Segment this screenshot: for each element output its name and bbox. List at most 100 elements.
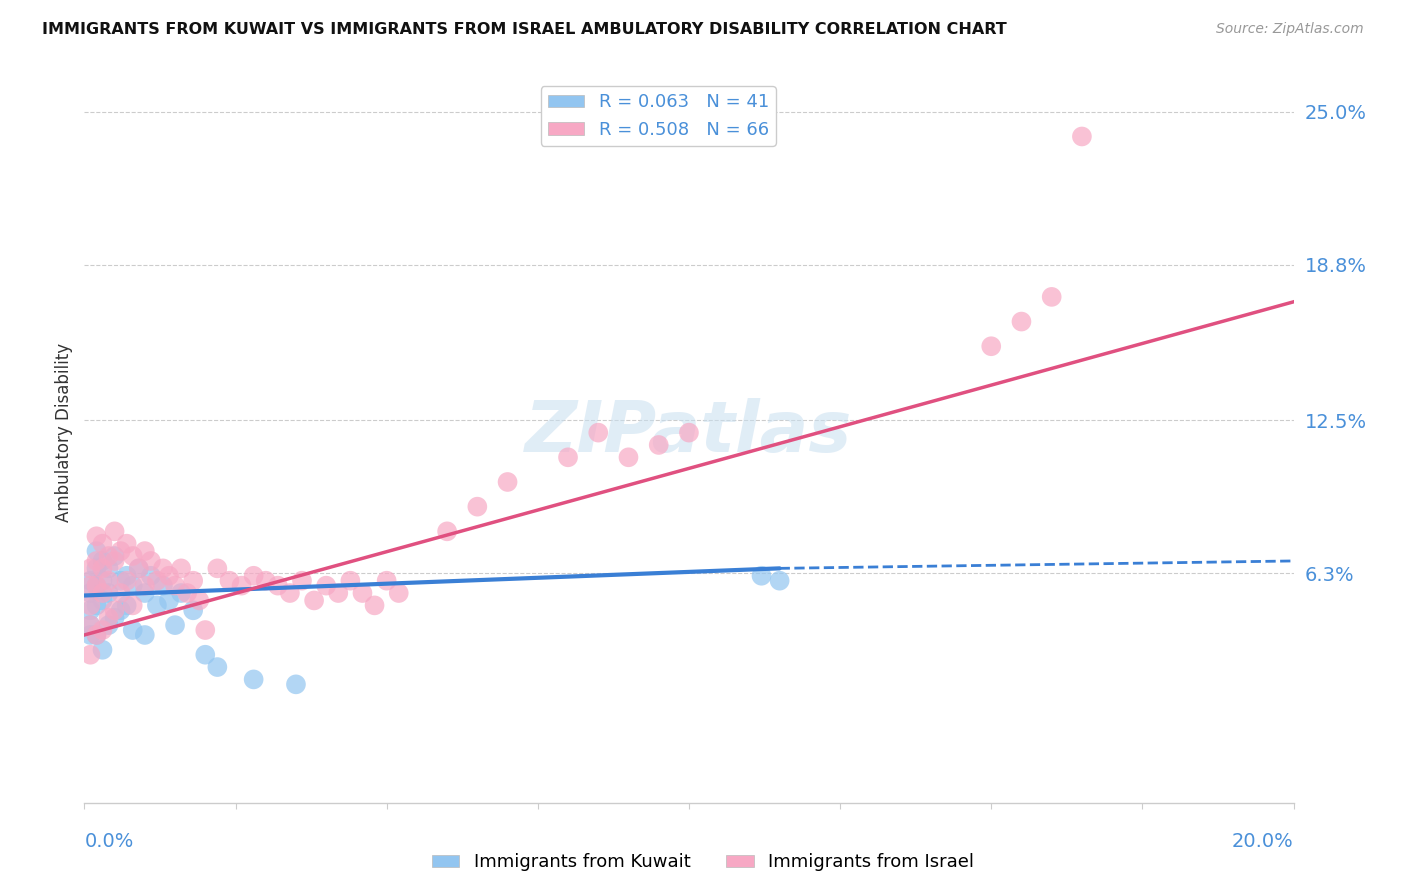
Point xyxy=(86,561,108,575)
Point xyxy=(980,339,1002,353)
Point xyxy=(496,475,519,489)
Point xyxy=(97,574,120,588)
Point xyxy=(86,544,108,558)
Point xyxy=(678,425,700,440)
Point xyxy=(79,586,101,600)
Point xyxy=(328,586,350,600)
Point xyxy=(91,623,114,637)
Point xyxy=(79,561,101,575)
Point xyxy=(285,677,308,691)
Point xyxy=(254,574,277,588)
Text: IMMIGRANTS FROM KUWAIT VS IMMIGRANTS FROM ISRAEL AMBULATORY DISABILITY CORRELATI: IMMIGRANTS FROM KUWAIT VS IMMIGRANTS FRO… xyxy=(42,22,1007,37)
Point xyxy=(121,623,143,637)
Text: Source: ZipAtlas.com: Source: ZipAtlas.com xyxy=(1216,22,1364,37)
Point xyxy=(648,438,671,452)
Point xyxy=(79,579,101,593)
Point xyxy=(104,524,127,539)
Point xyxy=(110,603,132,617)
Point xyxy=(467,500,489,514)
Point xyxy=(231,579,253,593)
Point xyxy=(110,574,132,588)
Point xyxy=(302,593,325,607)
Point xyxy=(194,623,217,637)
Point xyxy=(588,425,610,440)
Point xyxy=(104,549,127,563)
Point xyxy=(375,574,398,588)
Legend: Immigrants from Kuwait, Immigrants from Israel: Immigrants from Kuwait, Immigrants from … xyxy=(425,847,981,879)
Point xyxy=(79,618,101,632)
Point xyxy=(79,618,101,632)
Point xyxy=(315,579,337,593)
Point xyxy=(436,524,458,539)
Point xyxy=(79,648,101,662)
Text: 20.0%: 20.0% xyxy=(1232,832,1294,852)
Point xyxy=(91,561,114,575)
Point xyxy=(104,611,127,625)
Point xyxy=(134,544,156,558)
Point xyxy=(79,603,101,617)
Point xyxy=(115,599,138,613)
Point xyxy=(86,628,108,642)
Point xyxy=(181,603,204,617)
Point xyxy=(617,450,640,465)
Point xyxy=(86,554,108,568)
Point xyxy=(97,618,120,632)
Point xyxy=(207,660,229,674)
Point xyxy=(165,579,187,593)
Point xyxy=(363,599,385,613)
Point xyxy=(157,568,180,582)
Point xyxy=(139,568,162,582)
Point xyxy=(91,642,114,657)
Point xyxy=(97,549,120,563)
Point xyxy=(267,579,290,593)
Point xyxy=(115,574,138,588)
Point xyxy=(79,599,101,613)
Point xyxy=(146,599,169,613)
Point xyxy=(1040,290,1063,304)
Point xyxy=(152,561,174,575)
Point xyxy=(165,618,187,632)
Point xyxy=(91,554,114,568)
Point xyxy=(291,574,314,588)
Point xyxy=(152,579,174,593)
Point xyxy=(121,599,143,613)
Point xyxy=(352,586,374,600)
Point xyxy=(86,599,108,613)
Point xyxy=(751,568,773,582)
Legend: R = 0.063   N = 41, R = 0.508   N = 66: R = 0.063 N = 41, R = 0.508 N = 66 xyxy=(541,87,776,145)
Point xyxy=(769,574,792,588)
Point xyxy=(146,574,169,588)
Point xyxy=(97,586,120,600)
Point xyxy=(121,579,143,593)
Point xyxy=(207,561,229,575)
Y-axis label: Ambulatory Disability: Ambulatory Disability xyxy=(55,343,73,522)
Point xyxy=(86,529,108,543)
Point xyxy=(91,593,114,607)
Point xyxy=(115,536,138,550)
Point xyxy=(218,574,240,588)
Point xyxy=(134,579,156,593)
Point xyxy=(86,628,108,642)
Point xyxy=(1071,129,1094,144)
Point xyxy=(86,579,108,593)
Point xyxy=(91,574,114,588)
Text: 0.0%: 0.0% xyxy=(84,832,134,852)
Point xyxy=(188,593,211,607)
Point xyxy=(242,673,264,687)
Point xyxy=(110,544,132,558)
Point xyxy=(242,568,264,582)
Text: ZIPatlas: ZIPatlas xyxy=(526,398,852,467)
Point xyxy=(110,586,132,600)
Point xyxy=(91,586,114,600)
Point xyxy=(104,603,127,617)
Point xyxy=(170,586,193,600)
Point xyxy=(1011,315,1033,329)
Point xyxy=(128,561,150,575)
Point xyxy=(194,648,217,662)
Point xyxy=(115,568,138,582)
Point xyxy=(79,628,101,642)
Point xyxy=(104,554,127,568)
Point xyxy=(339,574,361,588)
Point xyxy=(134,586,156,600)
Point xyxy=(176,586,198,600)
